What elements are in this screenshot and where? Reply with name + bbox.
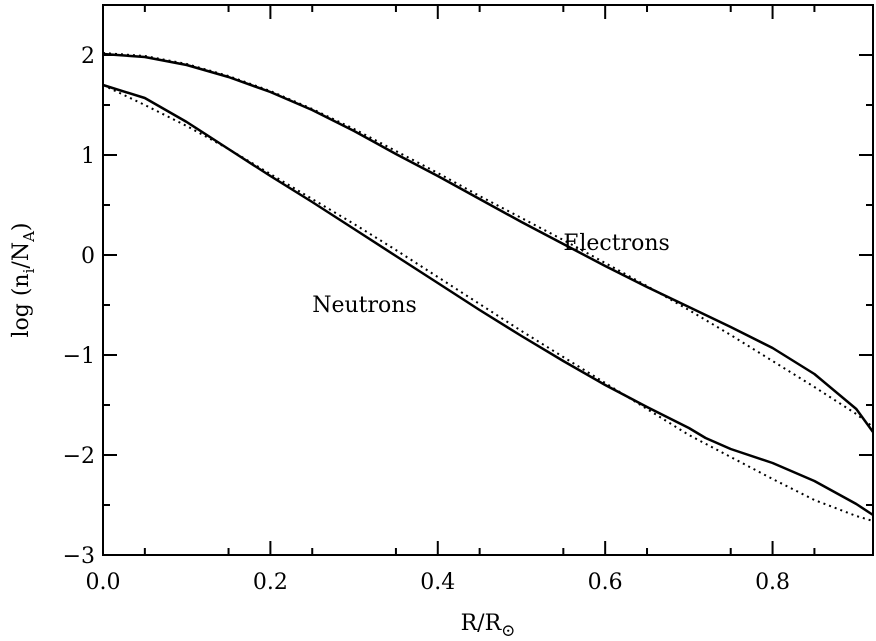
y-tick-label: −2 xyxy=(63,444,95,469)
y-axis-title-sub2: A xyxy=(20,231,38,243)
y-tick-label: −1 xyxy=(63,344,95,369)
x-axis-title-main: R/R xyxy=(461,611,503,636)
series-line-electrons xyxy=(102,52,875,433)
y-tick-label: 2 xyxy=(81,44,95,69)
axis-ticks xyxy=(102,4,873,556)
x-tick-label: 0.8 xyxy=(755,570,790,595)
annotation-electrons: Electrons xyxy=(563,231,670,256)
x-tick-label: 0.4 xyxy=(420,570,455,595)
x-tick-label: 0.2 xyxy=(253,570,288,595)
y-axis-title: log (ni/NA) xyxy=(9,222,38,337)
x-tick-label: 0.0 xyxy=(86,570,121,595)
plot-frame xyxy=(102,4,874,556)
x-axis-title-sub: ⊙ xyxy=(501,621,515,641)
x-tick-label: 0.6 xyxy=(588,570,623,595)
y-axis-title-post: ) xyxy=(9,222,34,231)
y-axis-title-mid: /N xyxy=(9,242,34,269)
series-line-electrons-fit xyxy=(102,52,874,428)
y-tick-label: −3 xyxy=(63,544,95,569)
y-tick-label: 0 xyxy=(81,244,95,269)
x-axis-title: R/R⊙ xyxy=(461,611,516,641)
y-tick-label: 1 xyxy=(81,144,95,169)
annotation-neutrons: Neutrons xyxy=(312,293,417,318)
series-group xyxy=(102,52,875,522)
series-line-neutrons-fit xyxy=(102,84,874,522)
tick-labels: 0.0 0.2 0.4 0.6 0.8 2 1 0 −1 −2 −3 xyxy=(63,44,791,595)
annotations: Electrons Neutrons xyxy=(312,231,670,318)
series-line-neutrons xyxy=(102,83,874,517)
y-axis-title-pre: log (n xyxy=(9,273,34,337)
y-axis-title-sub1: i xyxy=(20,268,38,273)
